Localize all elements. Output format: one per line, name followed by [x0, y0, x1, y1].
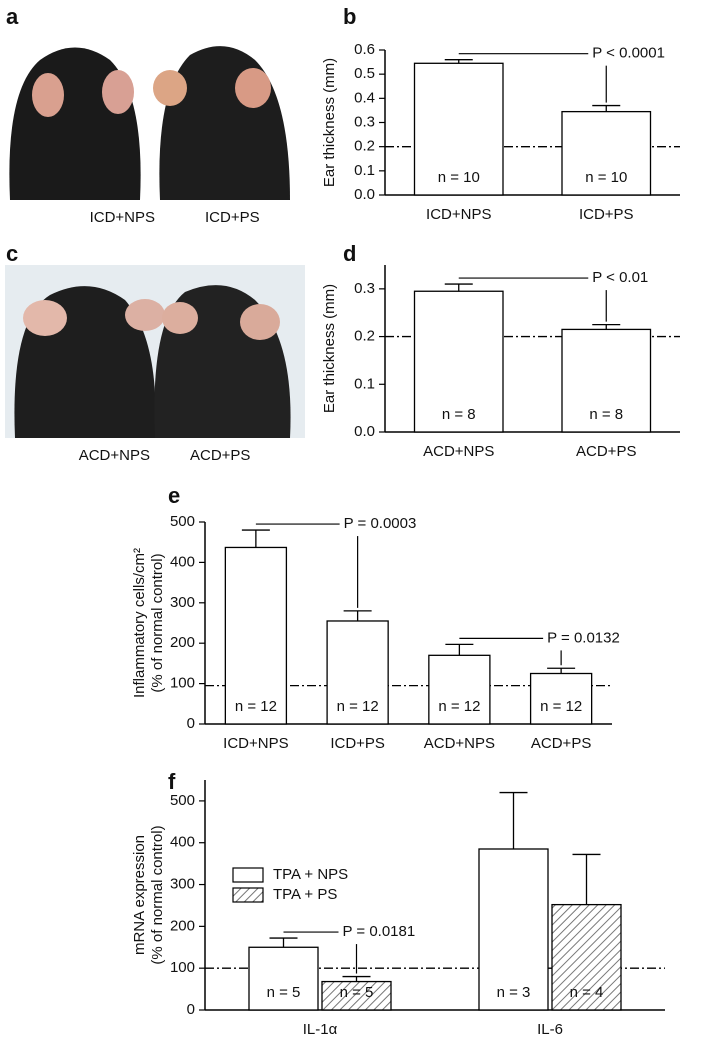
- panel-label: b: [343, 4, 356, 29]
- y-tick-label: 0.2: [354, 328, 375, 345]
- n-label: n = 5: [267, 984, 301, 1001]
- bar: [413, 62, 504, 196]
- x-tick-label: ICD+PS: [579, 206, 634, 223]
- photo-c: [5, 265, 305, 438]
- bar: [321, 980, 392, 1011]
- y-tick-label: 0.2: [354, 138, 375, 155]
- bar: [413, 290, 504, 433]
- n-label: n = 5: [340, 984, 374, 1001]
- y-tick-label: 200: [170, 634, 195, 651]
- y-tick-label: 0.1: [354, 375, 375, 392]
- bar: [326, 620, 389, 725]
- annotation: P = 0.0132: [547, 629, 620, 646]
- y-tick-label: 500: [170, 513, 195, 530]
- y-tick-label: 100: [170, 959, 195, 976]
- y-tick-label: 300: [170, 876, 195, 893]
- panel-label: e: [168, 483, 180, 508]
- n-label: n = 12: [540, 698, 582, 715]
- n-label: n = 3: [497, 984, 531, 1001]
- legend-swatch: [232, 867, 264, 883]
- x-tick-label: ACD+NPS: [423, 443, 494, 460]
- y-tick-label: 0: [187, 715, 195, 732]
- panel-label: f: [168, 769, 176, 794]
- y-tick-label: 0: [187, 1001, 195, 1018]
- photo-caption: ACD+PS: [190, 447, 250, 464]
- bar: [551, 903, 622, 1011]
- bar: [224, 546, 288, 725]
- y-tick-label: 0.3: [354, 113, 375, 130]
- annotation: P < 0.01: [592, 269, 648, 286]
- y-tick-label: 0.4: [354, 89, 375, 106]
- n-label: n = 10: [585, 169, 627, 186]
- y-tick-label: 100: [170, 675, 195, 692]
- y-tick-label: 0.0: [354, 423, 375, 440]
- panel-label: a: [6, 4, 19, 29]
- bar: [561, 328, 652, 433]
- x-tick-label: ICD+NPS: [426, 206, 491, 223]
- x-tick-label: ACD+PS: [531, 735, 591, 752]
- y-axis-label: mRNA expression: [131, 835, 148, 955]
- x-tick-label: ICD+NPS: [223, 735, 288, 752]
- y-tick-label: 0.6: [354, 41, 375, 58]
- legend-label: TPA + PS: [273, 886, 337, 903]
- bar: [529, 672, 593, 725]
- bar: [561, 110, 652, 196]
- n-label: n = 12: [235, 698, 277, 715]
- y-tick-label: 400: [170, 553, 195, 570]
- y-tick-label: 400: [170, 834, 195, 851]
- panel-label: d: [343, 241, 356, 266]
- y-tick-label: 0.3: [354, 280, 375, 297]
- y-tick-label: 300: [170, 594, 195, 611]
- y-tick-label: 500: [170, 792, 195, 809]
- y-tick-label: 0.5: [354, 65, 375, 82]
- legend-swatch: [232, 887, 264, 903]
- n-label: n = 8: [589, 406, 623, 423]
- y-axis-label: (% of normal control): [149, 825, 166, 964]
- n-label: n = 8: [442, 406, 476, 423]
- y-axis-label: Inflammatory cells/cm²: [131, 548, 148, 698]
- x-tick-label: ACD+NPS: [424, 735, 495, 752]
- photo-caption: ICD+PS: [205, 209, 260, 226]
- y-axis-label: (% of normal control): [149, 553, 166, 692]
- photo-a: [0, 35, 300, 200]
- annotation: P < 0.0001: [592, 45, 665, 62]
- y-tick-label: 200: [170, 917, 195, 934]
- y-tick-label: 0.1: [354, 162, 375, 179]
- x-tick-label: ICD+PS: [330, 735, 385, 752]
- y-axis-label: Ear thickness (mm): [321, 284, 338, 413]
- x-tick-label: ACD+PS: [576, 443, 636, 460]
- bar: [248, 946, 319, 1011]
- annotation: P = 0.0181: [343, 923, 416, 940]
- n-label: n = 12: [337, 698, 379, 715]
- panel-label: c: [6, 241, 18, 266]
- x-tick-label: IL-1α: [303, 1021, 338, 1037]
- photo-caption: ICD+NPS: [90, 209, 155, 226]
- n-label: n = 12: [438, 698, 480, 715]
- n-label: n = 4: [570, 984, 604, 1001]
- x-tick-label: IL-6: [537, 1021, 563, 1037]
- n-label: n = 10: [438, 169, 480, 186]
- y-tick-label: 0.0: [354, 186, 375, 203]
- bar: [478, 848, 549, 1011]
- photo-caption: ACD+NPS: [79, 447, 150, 464]
- annotation: P = 0.0003: [344, 515, 417, 532]
- bar: [428, 654, 491, 725]
- legend-label: TPA + NPS: [273, 866, 348, 883]
- y-axis-label: Ear thickness (mm): [321, 58, 338, 187]
